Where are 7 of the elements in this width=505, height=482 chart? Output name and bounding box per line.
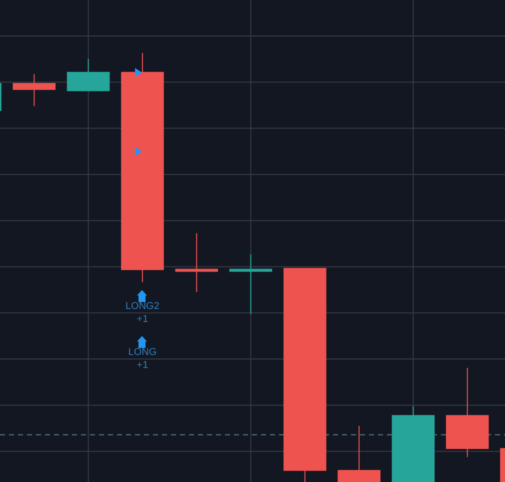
annotation: LONG2 <box>124 301 160 314</box>
candlestick <box>229 254 272 314</box>
candlestick <box>12 74 56 107</box>
annotation: +1 <box>136 314 150 326</box>
annotation: +1 <box>136 360 150 372</box>
annotation: LONG <box>127 347 158 360</box>
candlestick <box>175 232 218 292</box>
